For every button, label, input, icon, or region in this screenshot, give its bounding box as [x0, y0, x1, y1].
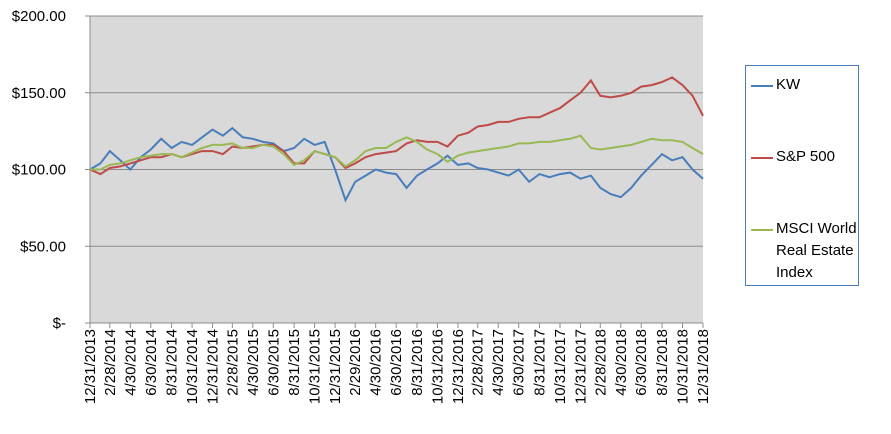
x-tick-label: 10/31/2014 — [184, 329, 201, 404]
x-tick-label: 2/28/2017 — [470, 329, 487, 396]
x-tick-label: 12/31/2015 — [327, 329, 344, 404]
legend: KW S&P 500 MSCI World Real Estate Index — [745, 65, 859, 286]
x-tick-label: 6/30/2014 — [143, 329, 160, 396]
x-tick-label: 8/31/2018 — [654, 329, 671, 396]
x-tick-label: 10/31/2017 — [552, 329, 569, 404]
x-tick-label: 8/31/2017 — [532, 329, 549, 396]
x-tick-label: 4/30/2015 — [245, 329, 262, 396]
x-tick-label: 8/31/2016 — [409, 329, 426, 396]
x-tick-label: 4/30/2018 — [613, 329, 630, 396]
x-tick-label: 4/30/2017 — [490, 329, 507, 396]
x-tick-label: 2/28/2018 — [592, 329, 609, 396]
x-tick-label: 4/30/2016 — [368, 329, 385, 396]
y-tick-label: $50.00 — [20, 238, 66, 255]
legend-swatch — [751, 157, 773, 159]
x-tick-label: 10/31/2016 — [429, 329, 446, 404]
x-tick-label: 4/30/2014 — [122, 329, 139, 396]
x-tick-label: 2/29/2016 — [347, 329, 364, 396]
x-tick-label: 12/31/2018 — [695, 329, 712, 404]
legend-swatch — [751, 85, 773, 87]
x-tick-label: 2/28/2014 — [102, 329, 119, 396]
legend-swatch — [751, 229, 773, 231]
series-line — [90, 134, 704, 171]
legend-label: MSCI World Real Estate Index — [776, 220, 857, 281]
x-tick-label: 8/31/2014 — [164, 329, 181, 396]
x-tick-label: 10/31/2018 — [675, 329, 692, 404]
x-tick-label: 8/31/2015 — [286, 329, 303, 396]
x-tick-label: 12/31/2013 — [82, 329, 99, 404]
x-tick-label: 12/31/2014 — [205, 329, 222, 404]
y-tick-label: $100.00 — [12, 162, 66, 179]
y-tick-label: $150.00 — [12, 85, 66, 102]
series-line — [89, 76, 704, 176]
legend-label: KW — [776, 76, 801, 93]
x-tick-label: 12/31/2017 — [572, 329, 589, 404]
x-tick-label: 6/30/2017 — [511, 329, 528, 396]
y-tick-label: $- — [53, 315, 66, 332]
x-tick-label: 6/30/2016 — [388, 329, 405, 396]
series-line — [89, 126, 704, 203]
x-tick-label: 10/31/2015 — [307, 329, 324, 404]
legend-label: S&P 500 — [776, 148, 835, 165]
x-tick-label: 6/30/2018 — [633, 329, 650, 396]
x-tick-label: 6/30/2015 — [265, 329, 282, 396]
x-tick-label: 2/28/2015 — [224, 329, 241, 396]
x-tick-label: 12/31/2016 — [450, 329, 467, 404]
y-tick-label: $200.00 — [12, 8, 66, 25]
